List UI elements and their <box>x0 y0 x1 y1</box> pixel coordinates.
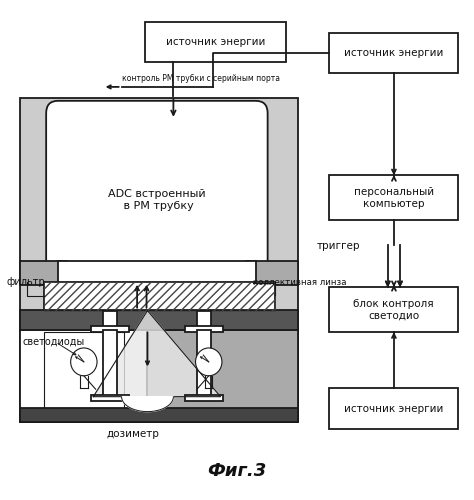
Text: коллективная линза: коллективная линза <box>254 278 347 287</box>
Bar <box>329 176 458 220</box>
FancyBboxPatch shape <box>46 101 268 285</box>
Text: светодиоды: светодиоды <box>23 337 85 347</box>
Bar <box>103 330 117 399</box>
Bar <box>185 326 223 332</box>
Bar <box>329 388 458 429</box>
Bar <box>147 330 298 422</box>
Text: триггер: триггер <box>317 241 360 251</box>
Bar <box>20 330 147 422</box>
Text: источник энергии: источник энергии <box>166 37 265 47</box>
Bar <box>20 261 67 285</box>
Bar <box>44 282 275 310</box>
Text: Фиг.3: Фиг.3 <box>207 462 266 480</box>
Bar <box>329 288 458 332</box>
Bar <box>197 330 211 399</box>
Bar <box>145 22 286 62</box>
Text: источник энергии: источник энергии <box>344 48 443 58</box>
Bar <box>329 32 458 74</box>
Text: источник энергии: источник энергии <box>344 404 443 413</box>
Bar <box>58 261 256 285</box>
Bar <box>20 310 298 330</box>
Text: блок контроля
светодио: блок контроля светодио <box>354 299 434 320</box>
Bar <box>44 282 275 310</box>
Bar <box>91 326 128 332</box>
Text: ADC встроенный
 в РМ трубку: ADC встроенный в РМ трубку <box>108 190 206 211</box>
Bar <box>185 395 223 401</box>
Polygon shape <box>121 396 173 411</box>
Bar <box>20 408 298 422</box>
Bar <box>44 332 124 416</box>
Text: дозиметр: дозиметр <box>107 429 160 439</box>
Text: фильтр: фильтр <box>6 278 45 287</box>
Circle shape <box>196 348 222 376</box>
Text: контроль РМ трубки с серийным порта: контроль РМ трубки с серийным порта <box>121 74 280 83</box>
Circle shape <box>71 348 97 376</box>
Bar <box>91 395 128 401</box>
Bar <box>103 310 117 330</box>
Polygon shape <box>93 310 220 396</box>
Bar <box>246 261 298 285</box>
Bar <box>20 98 298 421</box>
Bar <box>197 310 211 330</box>
Text: персональный
компьютер: персональный компьютер <box>354 187 434 208</box>
